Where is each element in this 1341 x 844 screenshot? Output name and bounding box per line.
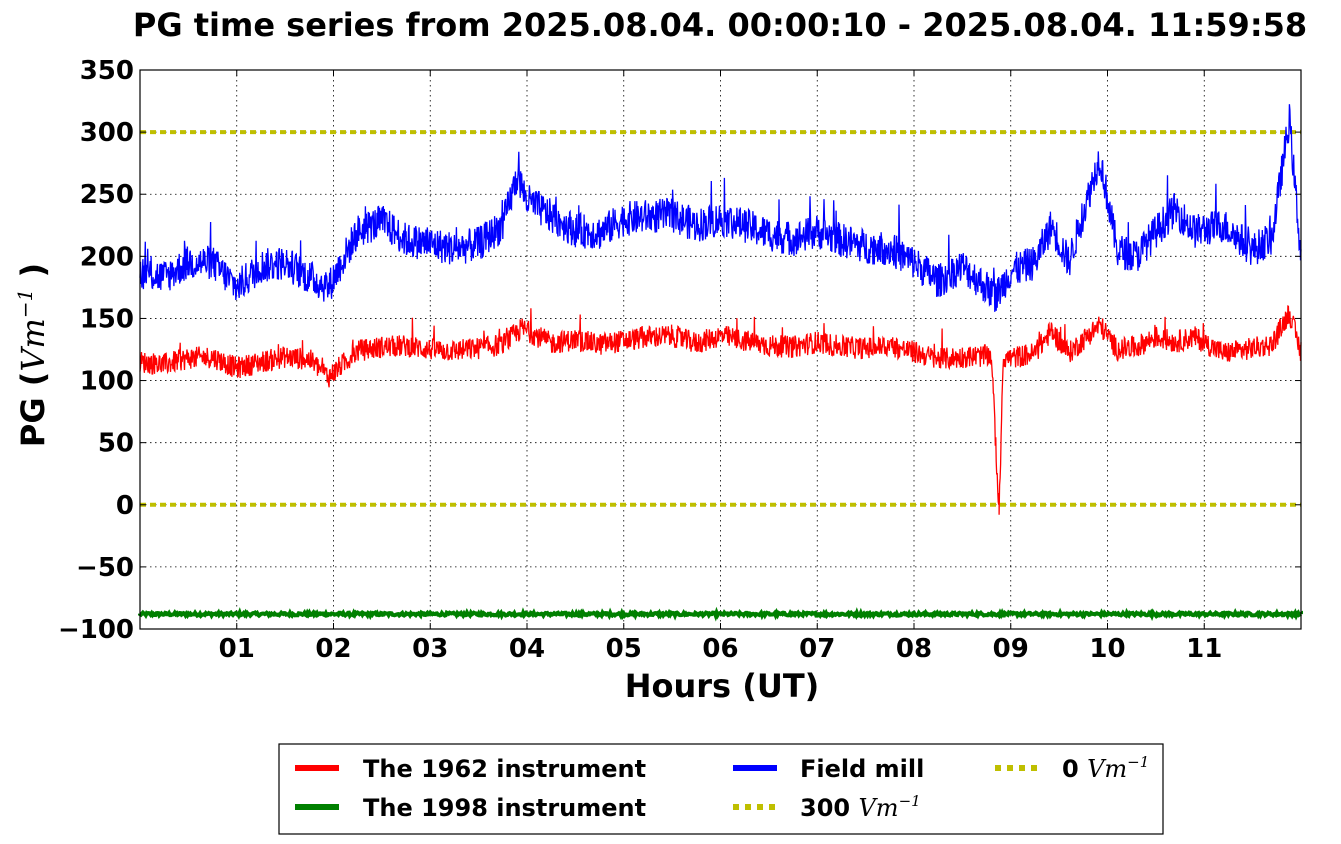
x-tick-label: 09 bbox=[993, 634, 1029, 664]
reference-lines bbox=[140, 130, 1301, 507]
legend-label-1962: The 1962 instrument bbox=[363, 755, 646, 783]
y-tick-label: 300 bbox=[80, 118, 134, 148]
legend-label-0-unit: Vm bbox=[1087, 755, 1127, 783]
x-tick-label: 02 bbox=[315, 634, 351, 664]
axis-ticks bbox=[140, 69, 1301, 630]
y-tick-label: −100 bbox=[58, 615, 134, 645]
y-axis-label: PG (Vm−1 ) bbox=[13, 263, 52, 447]
y-tick-label: 0 bbox=[116, 491, 134, 521]
x-tick-label: 06 bbox=[702, 634, 738, 664]
chart-title: PG time series from 2025.08.04. 00:00:10… bbox=[133, 6, 1307, 44]
x-tick-label: 04 bbox=[509, 634, 545, 664]
x-tick-label: 05 bbox=[606, 634, 642, 664]
y-axis-unit: Vm bbox=[14, 318, 52, 371]
y-tick-label: 200 bbox=[80, 242, 134, 272]
y-axis-tick-labels: −100 −50 0 50 100 150 200 250 300 350 bbox=[58, 56, 134, 645]
data-series bbox=[138, 104, 1303, 622]
x-tick-label: 08 bbox=[896, 634, 932, 664]
series-line-the-1962-instrument bbox=[139, 305, 1302, 515]
x-axis-label: Hours (UT) bbox=[625, 667, 820, 705]
x-axis-tick-labels: 01 02 03 04 05 06 07 08 09 10 11 bbox=[219, 634, 1223, 664]
legend-frame bbox=[278, 743, 1164, 835]
x-tick-label: 11 bbox=[1186, 634, 1222, 664]
series-line-the-1998-instrument bbox=[138, 606, 1303, 622]
legend-label-300-exp: −1 bbox=[899, 792, 921, 810]
y-tick-label: 100 bbox=[80, 367, 134, 397]
y-axis-label-group: PG (Vm−1 ) bbox=[13, 263, 52, 447]
legend-label-0-exp: −1 bbox=[1127, 753, 1149, 771]
y-tick-label: 50 bbox=[98, 429, 134, 459]
y-axis-label-text: PG bbox=[14, 397, 52, 447]
y-tick-label: 150 bbox=[80, 304, 134, 334]
y-tick-label: 350 bbox=[80, 56, 134, 86]
x-tick-label: 07 bbox=[799, 634, 835, 664]
y-tick-label: −50 bbox=[76, 553, 134, 583]
legend-label-0-value: 0 bbox=[1062, 755, 1079, 783]
legend-label-1998: The 1998 instrument bbox=[363, 794, 646, 822]
x-tick-label: 03 bbox=[412, 634, 448, 664]
legend-label-field-mill: Field mill bbox=[800, 755, 924, 783]
x-tick-label: 10 bbox=[1089, 634, 1125, 664]
y-axis-unit-exponent: −1 bbox=[13, 289, 37, 318]
legend-label-300-unit: Vm bbox=[858, 794, 898, 822]
legend-label-300: 300 Vm−1 bbox=[800, 792, 921, 822]
x-tick-label: 01 bbox=[219, 634, 255, 664]
legend-label-0: 0 Vm−1 bbox=[1062, 753, 1149, 783]
series-line-field-mill bbox=[139, 104, 1302, 312]
y-tick-label: 250 bbox=[80, 180, 134, 210]
legend-label-300-value: 300 bbox=[800, 794, 850, 822]
legend: The 1962 instrument The 1998 instrument … bbox=[278, 743, 1164, 835]
